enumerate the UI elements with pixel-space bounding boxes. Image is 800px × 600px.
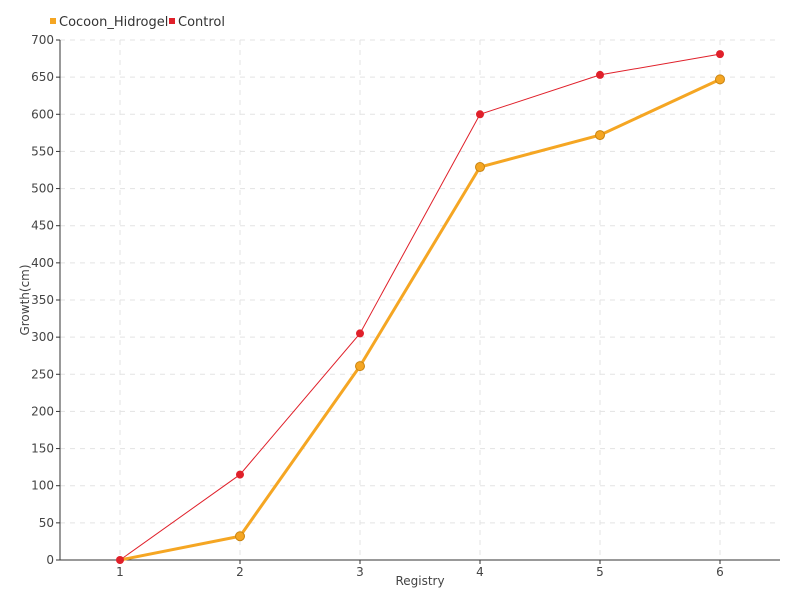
data-point-cocoon-hidrogel — [715, 74, 725, 85]
x-tick-label: 6 — [716, 565, 724, 579]
data-point-cocoon-hidrogel — [235, 531, 245, 542]
y-tick-label: 700 — [31, 33, 54, 47]
y-tick-label: 300 — [31, 330, 54, 344]
data-point-control — [476, 110, 484, 119]
y-tick-label: 350 — [31, 293, 54, 307]
legend-swatch-cocoon-hidrogel — [50, 18, 56, 24]
data-point-cocoon-hidrogel — [595, 130, 605, 141]
y-tick-label: 250 — [31, 367, 54, 381]
y-tick-label: 450 — [31, 219, 54, 233]
x-tick-label: 4 — [476, 565, 484, 579]
legend: Cocoon_Hidrogel Control — [50, 15, 225, 30]
series-line-cocoon-hidrogel — [119, 78, 721, 562]
grid — [60, 39, 780, 560]
x-axis-title: Registry — [395, 574, 444, 588]
y-tick-label: 500 — [31, 182, 54, 196]
y-tick-label: 600 — [31, 107, 54, 121]
data-point-cocoon-hidrogel — [475, 162, 485, 173]
series-layer — [116, 50, 725, 564]
legend-label-control: Control — [178, 15, 225, 30]
y-tick-label: 400 — [31, 256, 54, 270]
x-tick-label: 1 — [116, 565, 124, 579]
y-axis-title: Growth(cm) — [18, 264, 32, 335]
legend-label-cocoon-hidrogel: Cocoon_Hidrogel — [59, 15, 168, 30]
y-tick-label: 0 — [46, 553, 54, 567]
data-point-control — [596, 70, 604, 79]
data-point-control — [236, 470, 244, 479]
y-tick-label: 100 — [31, 479, 54, 493]
x-tick-label: 3 — [356, 565, 364, 579]
data-point-control — [356, 329, 364, 338]
y-tick-label: 650 — [31, 70, 54, 84]
y-tick-label: 200 — [31, 404, 54, 418]
series-line-control — [119, 53, 721, 561]
y-tick-label: 50 — [39, 516, 54, 530]
data-point-control — [716, 50, 724, 59]
data-point-cocoon-hidrogel — [355, 361, 365, 372]
tick-labels: 0 50 100 150 200 250 300 350 400 450 500 550 600 650 7… — [31, 33, 724, 579]
legend-swatch-control — [169, 18, 175, 24]
x-tick-label: 2 — [236, 565, 244, 579]
y-tick-label: 550 — [31, 144, 54, 158]
data-point-control — [116, 556, 124, 564]
x-tick-label: 5 — [596, 565, 604, 579]
y-tick-label: 150 — [31, 442, 54, 456]
